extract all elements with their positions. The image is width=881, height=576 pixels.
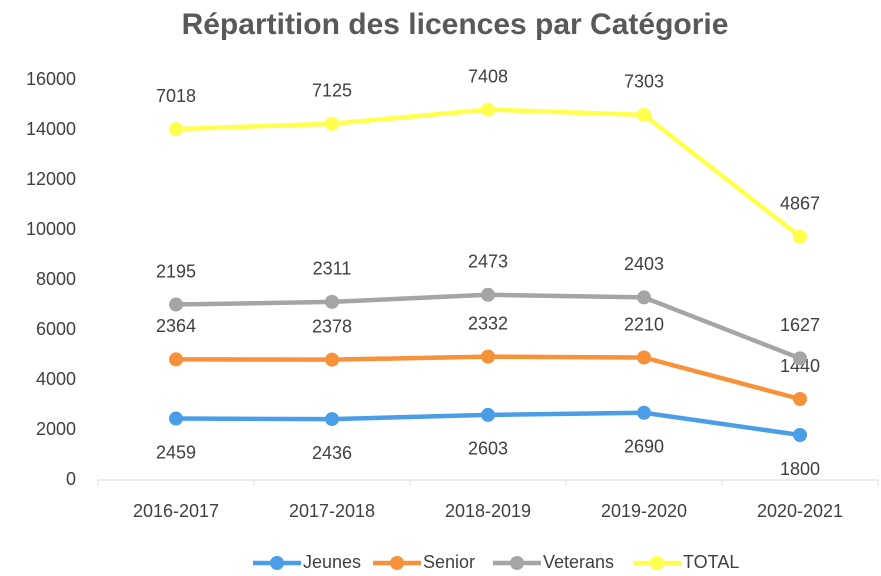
legend-label: Veterans: [543, 552, 614, 572]
data-point: [169, 122, 183, 137]
data-point: [169, 352, 183, 367]
data-label: 2210: [624, 314, 664, 334]
data-label: 2690: [624, 437, 664, 457]
y-tick-label: 2000: [36, 419, 76, 439]
data-point: [169, 297, 183, 312]
data-label: 2473: [468, 252, 508, 272]
series-line: [175, 107, 802, 239]
legend-label: TOTAL: [683, 552, 739, 572]
data-label: 2332: [468, 313, 508, 333]
data-point: [325, 294, 339, 309]
data-label: 7018: [156, 86, 196, 106]
y-tick-label: 0: [66, 469, 76, 489]
legend-marker: [510, 556, 524, 570]
legend-label: Senior: [423, 552, 475, 572]
data-point: [637, 350, 651, 365]
x-tick-label: 2019-2020: [601, 501, 687, 521]
data-point: [481, 349, 495, 364]
data-point: [637, 405, 651, 420]
data-label: 2459: [156, 442, 196, 462]
chart-title: Répartition des licences par Catégorie: [182, 8, 729, 41]
data-label: 1800: [780, 459, 820, 479]
data-label: 7125: [312, 81, 352, 101]
data-point: [325, 352, 339, 367]
data-label: 2195: [156, 261, 196, 281]
x-tick-label: 2018-2019: [445, 501, 531, 521]
x-tick-label: 2020-2021: [757, 501, 843, 521]
data-point: [169, 411, 183, 426]
y-tick-label: 4000: [36, 369, 76, 389]
y-tick-label: 6000: [36, 319, 76, 339]
data-point: [325, 116, 339, 131]
legend-marker: [650, 556, 664, 570]
data-label: 2603: [468, 439, 508, 459]
data-label: 1627: [780, 315, 820, 335]
data-point: [637, 107, 651, 122]
legend-marker: [270, 556, 284, 570]
data-label: 1440: [780, 356, 820, 376]
data-point: [481, 407, 495, 422]
data-point: [637, 290, 651, 305]
legend-label: Jeunes: [303, 552, 361, 572]
y-tick-label: 10000: [26, 219, 76, 239]
data-point: [793, 351, 807, 366]
y-tick-label: 12000: [26, 169, 76, 189]
data-label: 7408: [468, 66, 508, 86]
data-label: 2378: [312, 316, 352, 336]
y-tick-label: 8000: [36, 269, 76, 289]
data-point: [793, 229, 807, 244]
data-label: 2311: [313, 259, 352, 279]
legend-marker: [390, 556, 404, 570]
x-tick-label: 2016-2017: [133, 501, 219, 521]
data-point: [793, 392, 807, 406]
data-point: [793, 428, 807, 442]
x-tick-label: 2017-2018: [289, 501, 375, 521]
data-point: [481, 287, 495, 302]
data-label: 2436: [312, 443, 352, 463]
data-label: 2403: [624, 254, 664, 274]
data-label: 7303: [624, 72, 664, 92]
data-label: 2364: [156, 316, 196, 336]
data-point: [325, 412, 339, 427]
y-tick-label: 16000: [26, 69, 76, 89]
y-tick-label: 14000: [26, 119, 76, 139]
data-point: [481, 102, 495, 117]
data-label: 4867: [780, 193, 820, 213]
